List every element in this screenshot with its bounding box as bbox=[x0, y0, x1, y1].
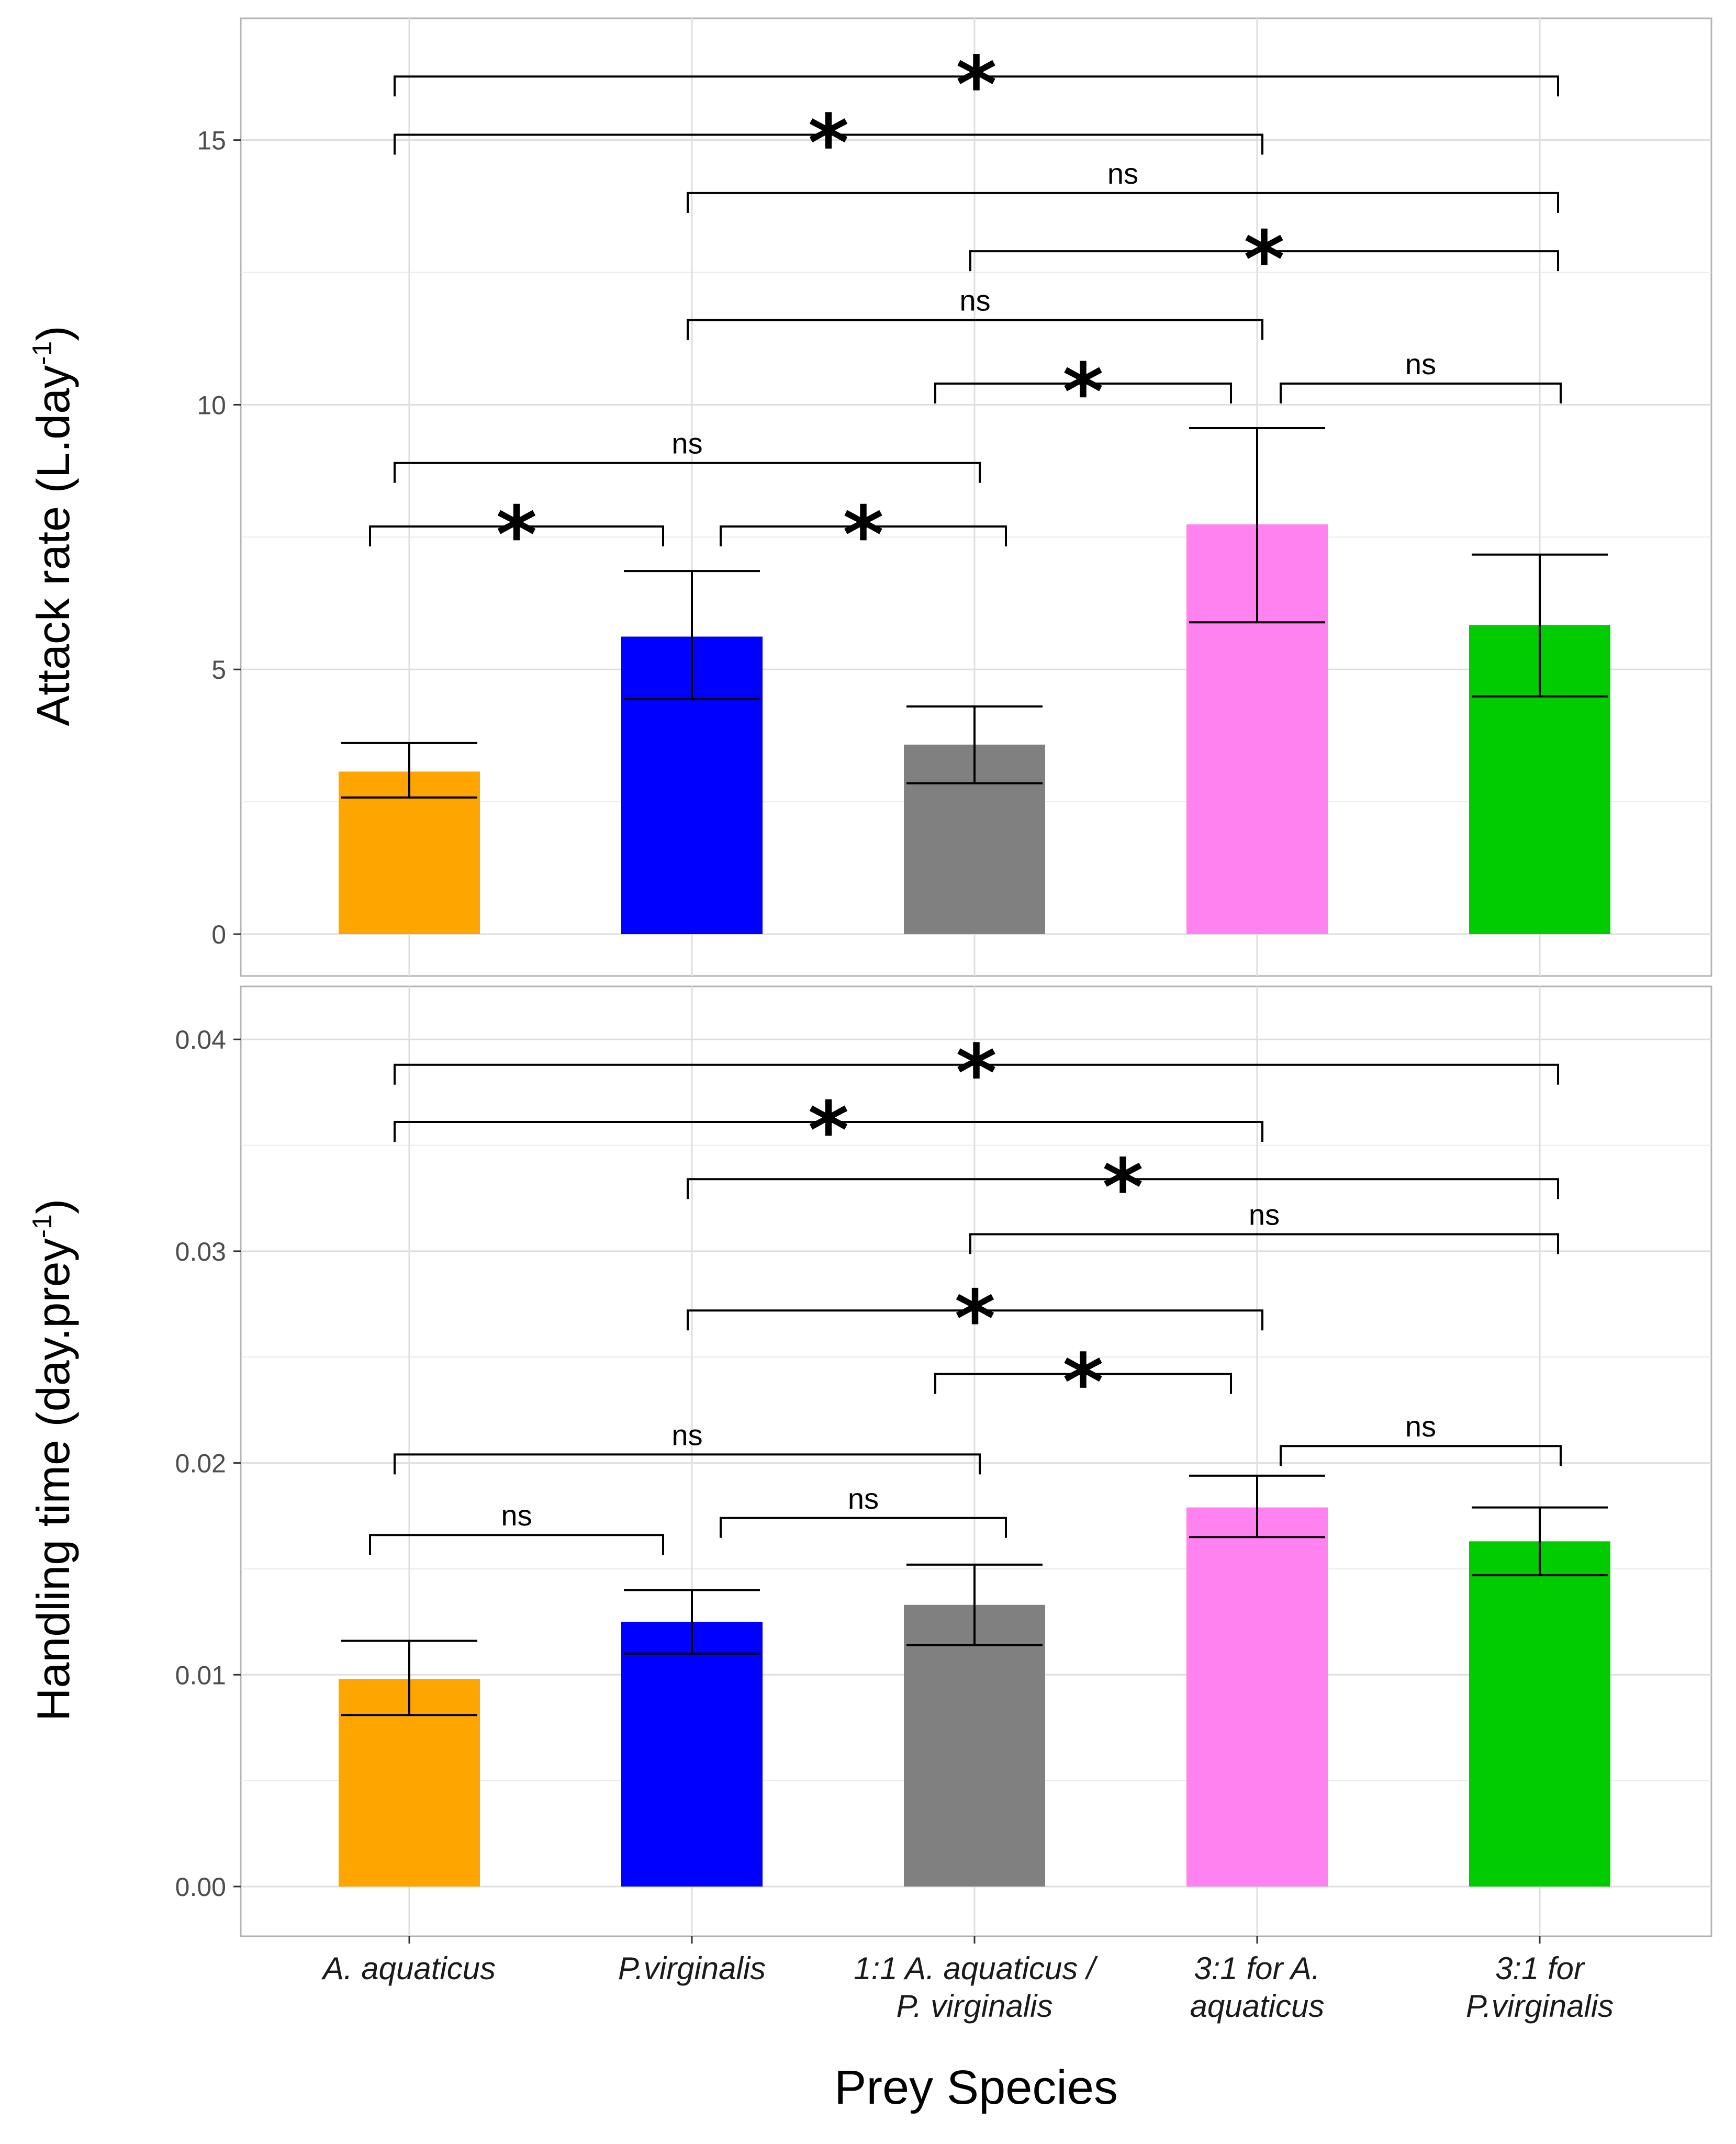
x-tick-label-line: A. aquaticus bbox=[321, 1951, 496, 1986]
handling-time-comparison-label-9: ns bbox=[501, 1499, 532, 1532]
attack-rate-comparison-bracket-5 bbox=[687, 319, 1263, 340]
x-tick-label-line: 3:1 for A. bbox=[1194, 1951, 1320, 1986]
x-tick-label-line: 3:1 for bbox=[1495, 1951, 1585, 1986]
attack-rate-comparison-label-2: * bbox=[808, 98, 849, 189]
handling-time-y-tick-label: 0.03 bbox=[175, 1237, 226, 1266]
x-axis: A. aquaticus P.virginalis 1:1 A. aquaticus… bbox=[321, 1936, 1614, 2024]
handling-time-comparison-bracket-8 bbox=[394, 1453, 981, 1475]
attack-rate-comparison-bracket-2 bbox=[394, 133, 1263, 155]
attack-rate-comparison-bracket-10 bbox=[720, 525, 1007, 547]
handling-time-comparison-label-3: * bbox=[1102, 1142, 1143, 1233]
x-tick-label-1: A. aquaticus bbox=[321, 1951, 496, 1986]
handling-time-y-tick-label: 0.00 bbox=[175, 1872, 226, 1902]
attack-rate-comparison-bracket-9 bbox=[369, 525, 664, 547]
handling-time-y-tick-label: 0.04 bbox=[175, 1025, 226, 1054]
attack-rate-comparison-bracket-3 bbox=[687, 192, 1559, 213]
x-tick-label-3: 1:1 A. aquaticus / P. virginalis bbox=[854, 1951, 1098, 2024]
attack-rate-y-tick-label: 15 bbox=[197, 126, 226, 155]
x-tick-label-line: 1:1 A. aquaticus / bbox=[854, 1951, 1098, 1986]
handling-time-comparison-bracket-7 bbox=[1280, 1445, 1562, 1466]
attack-rate-comparison-label-4: * bbox=[1244, 215, 1284, 306]
attack-rate-comparison-bracket-4 bbox=[969, 250, 1559, 272]
x-tick-label-line: P.virginalis bbox=[1466, 1989, 1614, 2024]
handling-time-comparison-bracket-6 bbox=[934, 1373, 1232, 1394]
x-tick-label-5: 3:1 for P.virginalis bbox=[1466, 1951, 1614, 2024]
attack-rate-y-tick-label: 5 bbox=[211, 655, 226, 684]
attack-rate-bars bbox=[339, 524, 1610, 934]
handling-time-comparison-label-6: * bbox=[1062, 1338, 1103, 1429]
attack-rate-comparison-label-6: * bbox=[1062, 347, 1103, 438]
handling-time-comparison-label-8: ns bbox=[671, 1418, 702, 1451]
handling-time-comparison-label-7: ns bbox=[1405, 1410, 1436, 1443]
attack-rate-y-tick-label: 0 bbox=[211, 920, 226, 949]
attack-rate-comparison-bracket-1 bbox=[394, 75, 1559, 97]
attack-rate-comparison-bracket-7 bbox=[1280, 382, 1562, 403]
handling-time-comparison-bracket-1 bbox=[394, 1063, 1559, 1085]
attack-rate-error-bars bbox=[341, 426, 1608, 799]
handling-time-comparison-label-4: ns bbox=[1249, 1198, 1280, 1231]
handling-time-y-axis-label: Handling time (day.prey-1) bbox=[27, 1199, 79, 1721]
handling-time-comparison-label-2: * bbox=[808, 1085, 849, 1176]
attack-rate-y-tick-label: 10 bbox=[197, 390, 226, 420]
x-tick-label-line: P.virginalis bbox=[618, 1951, 766, 1986]
handling-time-y-tick-label: 0.01 bbox=[175, 1660, 226, 1690]
x-tick-label-4: 3:1 for A. aquaticus bbox=[1190, 1951, 1325, 2024]
attack-rate-comparison-label-5: ns bbox=[959, 284, 990, 317]
attack-rate-y-ticks: 0 5 10 15 bbox=[197, 126, 241, 949]
handling-time-bar-2 bbox=[621, 1622, 763, 1887]
attack-rate-comparison-bracket-8 bbox=[394, 462, 981, 483]
x-tick-label-line: P. virginalis bbox=[896, 1989, 1052, 2024]
x-tick-label-2: P.virginalis bbox=[618, 1951, 766, 1986]
handling-time-bar-3 bbox=[904, 1604, 1045, 1887]
handling-time-error-bars bbox=[341, 1474, 1608, 1716]
handling-time-comparison-bracket-2 bbox=[394, 1121, 1263, 1142]
x-axis-title: Prey Species bbox=[834, 2061, 1118, 2114]
handling-time-bars bbox=[339, 1507, 1610, 1887]
handling-time-y-tick-label: 0.02 bbox=[175, 1449, 226, 1478]
handling-time-comparison-label-10: ns bbox=[848, 1482, 879, 1515]
handling-time-panel: 0.00 0.01 0.02 0.03 0.04 * * * ns * * ns ns ns ns Han… bbox=[27, 985, 1712, 1937]
x-tick-label-line: aquaticus bbox=[1190, 1989, 1325, 2024]
attack-rate-bar-1 bbox=[339, 771, 480, 934]
handling-time-comparison-bracket-10 bbox=[720, 1517, 1007, 1538]
attack-rate-comparison-label-8: ns bbox=[671, 427, 702, 460]
attack-rate-comparison-label-10: * bbox=[843, 490, 883, 581]
handling-time-comparison-label-5: * bbox=[955, 1274, 995, 1365]
attack-rate-panel: 0 5 10 15 * * ns * ns * ns ns * * Attack rate (L.day… bbox=[27, 17, 1712, 977]
handling-time-bar-5 bbox=[1469, 1541, 1610, 1887]
handling-time-comparison-bracket-3 bbox=[687, 1178, 1559, 1199]
attack-rate-comparison-label-1: * bbox=[956, 40, 996, 131]
handling-time-comparison-bracket-4 bbox=[969, 1233, 1559, 1254]
attack-rate-comparison-bracket-6 bbox=[934, 382, 1232, 403]
handling-time-comparison-bracket-5 bbox=[687, 1309, 1263, 1331]
attack-rate-comparison-label-9: * bbox=[496, 490, 537, 581]
handling-time-comparison-bracket-9 bbox=[369, 1534, 664, 1555]
attack-rate-comparison-label-3: ns bbox=[1107, 157, 1138, 190]
attack-rate-comparison-label-7: ns bbox=[1405, 347, 1436, 380]
attack-rate-y-axis-label: Attack rate (L.day-1) bbox=[27, 325, 79, 726]
attack-rate-comparisons: * * ns * ns * ns ns * * bbox=[369, 40, 1562, 581]
handling-time-comparison-label-1: * bbox=[956, 1028, 996, 1119]
handling-time-comparisons: * * * ns * * ns ns ns ns bbox=[369, 1028, 1562, 1555]
handling-time-bar-4 bbox=[1186, 1507, 1328, 1887]
handling-time-y-ticks: 0.00 0.01 0.02 0.03 0.04 bbox=[175, 1025, 241, 1902]
